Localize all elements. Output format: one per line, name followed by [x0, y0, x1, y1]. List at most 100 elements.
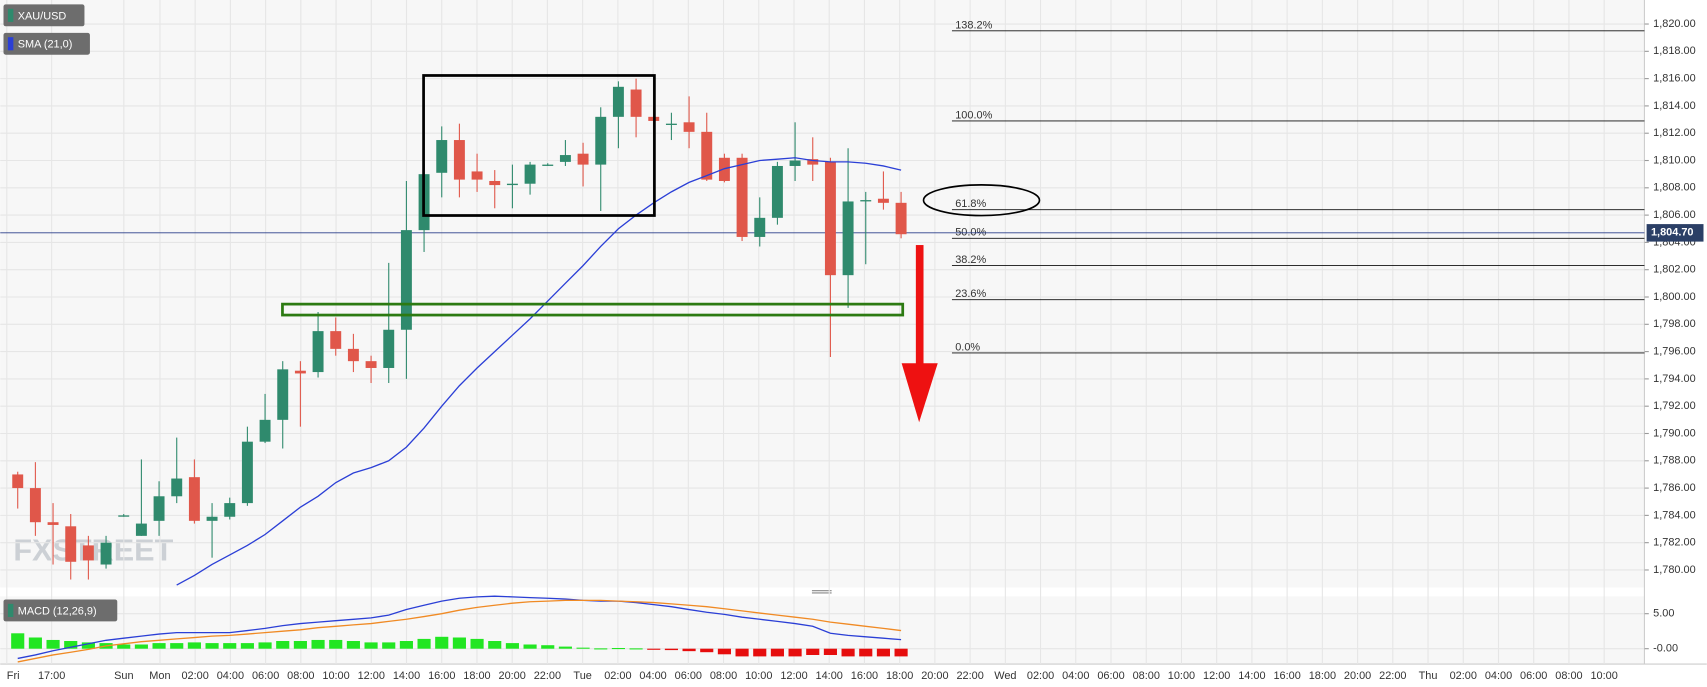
candle-body [771, 165, 783, 218]
histogram-bar [523, 644, 537, 649]
x-tick-label: Tue [573, 670, 591, 682]
histogram-bar [806, 648, 820, 655]
x-tick-label: Sun [114, 670, 133, 682]
x-tick-label: 14:00 [393, 670, 420, 682]
pane-divider [0, 587, 1645, 597]
legend-label: XAU/USD [18, 10, 67, 22]
x-tick-label: 12:00 [358, 670, 385, 682]
fib-highlight [922, 184, 1041, 217]
candle-body [29, 488, 41, 523]
candle-body [559, 155, 571, 162]
x-tick-label: 02:00 [181, 670, 208, 682]
candle-body [524, 164, 536, 184]
candle-body [754, 217, 766, 237]
candle-body [453, 140, 465, 180]
histogram-bar [134, 644, 148, 649]
histogram-bar [46, 639, 60, 649]
x-tick-label: 02:00 [1450, 670, 1477, 682]
y-tick-label: 1,808.00 [1653, 182, 1696, 194]
histogram-bar [788, 648, 802, 657]
candle-body [436, 140, 448, 173]
y-tick-label: 1,814.00 [1653, 100, 1696, 112]
x-tick-label: 02:00 [1027, 670, 1054, 682]
macd-line [17, 595, 902, 660]
candle-body [842, 201, 854, 276]
candle-body [365, 361, 377, 368]
y-tick-label: 1,802.00 [1653, 264, 1696, 276]
candle-body [47, 522, 59, 525]
y-tick-label: 1,786.00 [1653, 482, 1696, 494]
histogram-bar [170, 643, 184, 649]
histogram-bar [717, 648, 731, 655]
x-tick-label: 06:00 [675, 670, 702, 682]
candle-body [877, 198, 889, 203]
sma-line [176, 157, 902, 586]
histogram-bar [205, 643, 219, 649]
y-tick-label: 1,790.00 [1653, 427, 1696, 439]
y-tick-label: 1,782.00 [1653, 537, 1696, 549]
histogram-bar [505, 643, 519, 649]
last-price-label: 1,804.70 [1651, 227, 1694, 239]
histogram-bar [894, 648, 908, 657]
x-tick-label: 04:00 [1062, 670, 1089, 682]
x-tick-label: 18:00 [1309, 670, 1336, 682]
candle-body [807, 159, 819, 165]
candle-body [577, 153, 589, 165]
histogram-bar [647, 648, 661, 650]
x-tick-label: 06:00 [252, 670, 279, 682]
histogram-bar [28, 637, 42, 649]
histogram-bar [452, 637, 466, 649]
x-tick-label: 20:00 [921, 670, 948, 682]
y-tick-label: 1,792.00 [1653, 400, 1696, 412]
x-tick-label: 02:00 [604, 670, 631, 682]
candle-body [701, 131, 713, 180]
x-tick-label: 10:00 [322, 670, 349, 682]
histogram-bar [293, 640, 307, 649]
fib-label: 0.0% [955, 341, 980, 353]
histogram-bar [876, 648, 890, 657]
fib-label: 23.6% [955, 288, 986, 300]
y-tick-label: 1,820.00 [1653, 18, 1696, 30]
histogram-bar [117, 644, 131, 649]
candle-body [277, 369, 289, 420]
last-price-box [1646, 224, 1704, 242]
candle-body [312, 331, 324, 373]
candle-body [683, 122, 695, 132]
y-tick-label: -0.00 [1653, 643, 1678, 655]
histogram-bar [64, 640, 78, 649]
fib-label: 61.8% [955, 198, 986, 210]
legend-box [3, 599, 118, 622]
arrow-head [901, 363, 938, 423]
x-tick-label: 20:00 [1344, 670, 1371, 682]
y-tick-label: 1,784.00 [1653, 509, 1696, 521]
x-tick-label: 12:00 [1203, 670, 1230, 682]
y-tick-label: 1,812.00 [1653, 127, 1696, 139]
legend-box [3, 32, 90, 55]
candle-body [259, 419, 271, 442]
legend-swatch [7, 8, 14, 22]
candle-body [188, 477, 200, 521]
histogram-bar [629, 648, 643, 650]
candle-body [12, 474, 24, 489]
histogram-bar [81, 642, 95, 649]
histogram-bar [329, 639, 343, 649]
histogram-bar [735, 648, 749, 657]
candle-body [542, 164, 554, 166]
x-tick-label: 04:00 [639, 670, 666, 682]
x-tick-label: 08:00 [1133, 670, 1160, 682]
y-tick-label: 1,800.00 [1653, 291, 1696, 303]
candle-body [100, 542, 112, 565]
histogram-bar [576, 647, 590, 649]
candle-body [595, 116, 607, 165]
candle-body [82, 545, 94, 561]
candle-body [824, 161, 836, 276]
x-tick-label: 08:00 [710, 670, 737, 682]
candle-body [506, 183, 518, 186]
candle-body [65, 526, 77, 562]
y-tick-label: 5.00 [1653, 608, 1674, 620]
histogram-bar [488, 640, 502, 649]
candle-body [224, 503, 236, 517]
candle-body [383, 329, 395, 368]
histogram-bar [311, 639, 325, 649]
y-tick-label: 1,806.00 [1653, 209, 1696, 221]
